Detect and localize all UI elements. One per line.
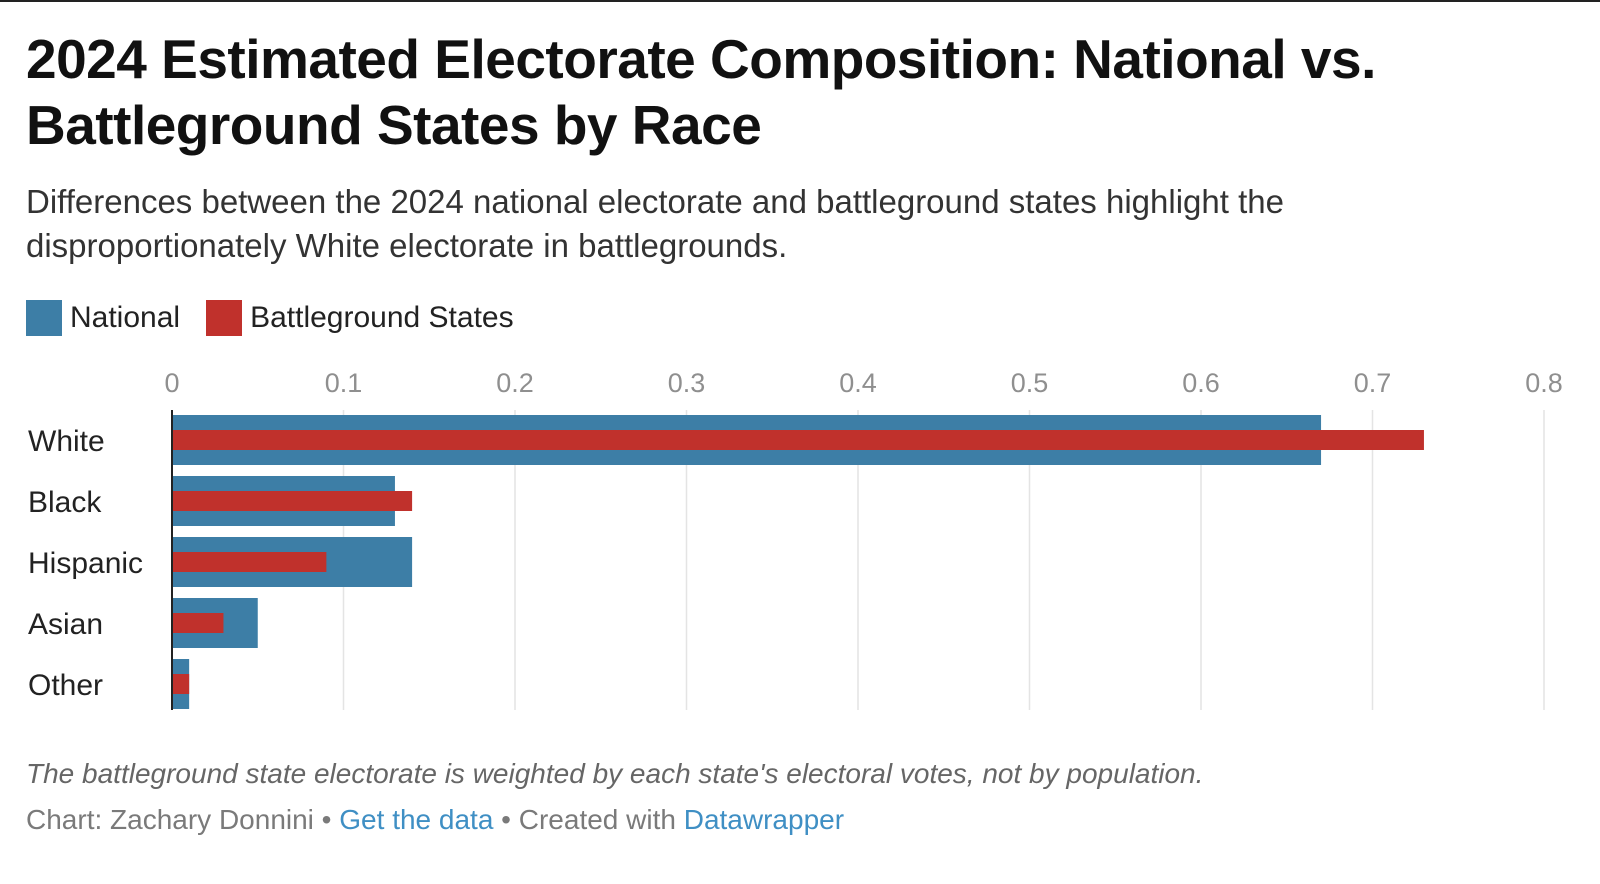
x-tick-label: 0.4 <box>839 368 877 398</box>
created-with-text: Created with <box>518 804 676 835</box>
bar-battleground <box>172 491 413 511</box>
get-the-data-link[interactable]: Get the data <box>339 804 494 835</box>
x-tick-label: 0.2 <box>496 368 534 398</box>
footer-separator: • <box>313 804 340 835</box>
chart-footer: Chart: Zachary Donnini • Get the data • … <box>26 804 844 836</box>
chart-subtitle: Differences between the 2024 national el… <box>26 183 1284 264</box>
chart-credit: Chart: Zachary Donnini <box>26 804 314 835</box>
x-tick-label: 0.8 <box>1525 368 1563 398</box>
bar-chart: 0 0.1 0.2 0.3 0.4 0.5 0.6 0.7 0.8 White Black Hispa… <box>28 368 1563 710</box>
x-tick-label: 0.5 <box>1011 368 1049 398</box>
legend-item-battleground: Battleground States <box>206 300 514 336</box>
x-tick-label: 0.3 <box>668 368 706 398</box>
bar-battleground <box>172 552 327 572</box>
x-tick-label: 0.7 <box>1354 368 1392 398</box>
legend-swatch-battleground <box>206 300 243 336</box>
bar-battleground <box>172 613 224 633</box>
chart-title: 2024 Estimated Electorate Composition: N… <box>26 28 1376 156</box>
bar-battleground <box>172 430 1424 450</box>
category-label: Hispanic <box>28 547 143 580</box>
legend-label-battleground: Battleground States <box>250 301 514 334</box>
category-label: White <box>28 425 105 458</box>
legend-label-national: National <box>70 301 181 334</box>
top-rule <box>0 0 1600 2</box>
x-tick-label: 0.6 <box>1182 368 1220 398</box>
footer-separator: • <box>493 804 519 835</box>
legend: National Battleground States <box>26 300 540 336</box>
x-tick-label: 0 <box>164 368 179 398</box>
datawrapper-link[interactable]: Datawrapper <box>683 804 845 835</box>
bar-battleground <box>172 674 190 694</box>
legend-swatch-national <box>26 300 62 336</box>
legend-item-national: National <box>26 300 180 336</box>
category-label: Other <box>28 669 103 702</box>
category-label: Asian <box>28 608 103 641</box>
category-label: Black <box>28 486 102 519</box>
x-tick-label: 0.1 <box>325 368 363 398</box>
chart-notes: The battleground state electorate is wei… <box>26 758 1204 789</box>
